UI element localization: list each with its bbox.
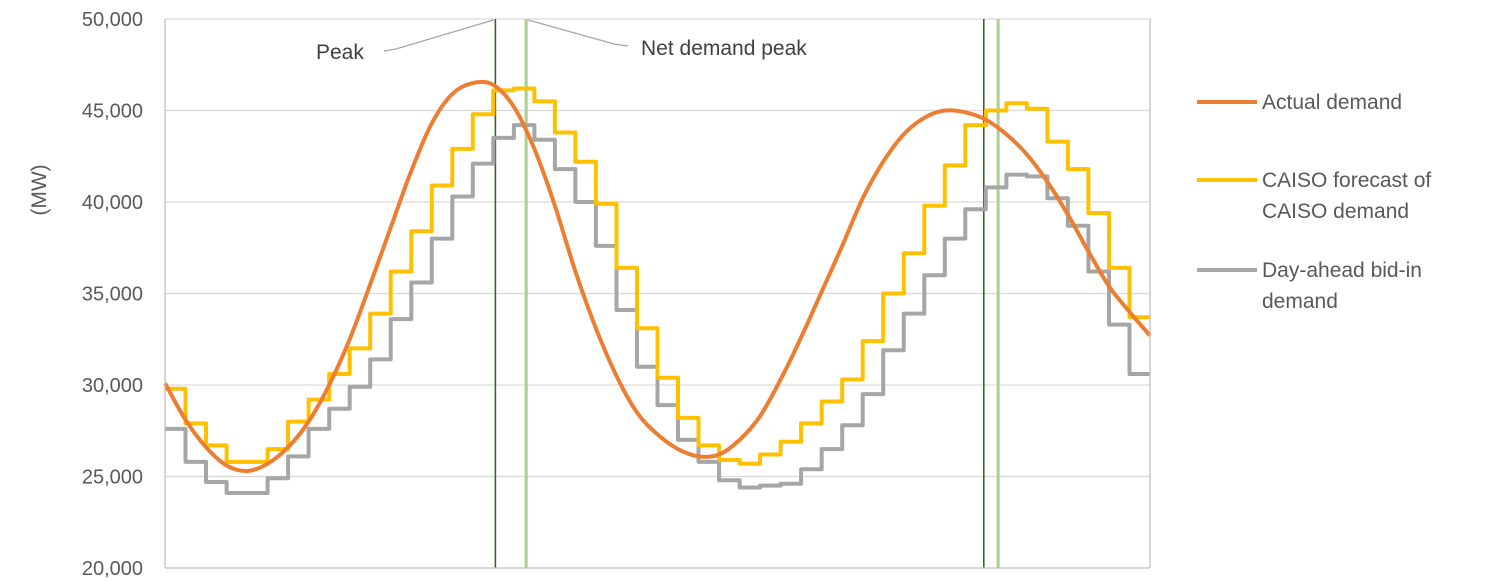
series-line-1 <box>165 86 1150 466</box>
y-tick-label-0: 20,000 <box>82 558 143 580</box>
y-tick-label-1: 25,000 <box>82 467 143 489</box>
y-tick-label-6: 50,000 <box>82 9 143 31</box>
peak-annotation: Peak <box>316 41 364 64</box>
legend-label-2-0: Day-ahead bid-in <box>1262 259 1422 282</box>
y-tick-label-5: 45,000 <box>82 101 143 123</box>
y-tick-label-3: 35,000 <box>82 284 143 306</box>
legend-label-2-1: demand <box>1262 290 1338 313</box>
y-axis-label: (MW) <box>28 164 51 215</box>
legend-label-0-0: Actual demand <box>1262 91 1402 114</box>
series-line-2 <box>165 123 1150 495</box>
axes: 20,000 25,000 30,000 35,000 40,000 45,000 50,0… <box>82 9 1151 580</box>
series-lines <box>163 79 1152 495</box>
net-peak-annotation: Net demand peak <box>641 37 807 60</box>
legend-label-1-1: CAISO demand <box>1262 200 1409 223</box>
peak-leader-line <box>383 19 494 52</box>
series-line-0 <box>163 79 1152 474</box>
legend: Actual demand CAISO forecast of CAISO dema… <box>1197 91 1431 313</box>
y-tick-label-4: 40,000 <box>82 192 143 214</box>
y-tick-label-2: 30,000 <box>82 375 143 397</box>
legend-label-1-0: CAISO forecast of <box>1262 169 1431 192</box>
net-peak-leader-line <box>528 19 629 47</box>
annotations: Peak Net demand peak <box>316 19 807 64</box>
gridlines <box>165 18 1150 478</box>
